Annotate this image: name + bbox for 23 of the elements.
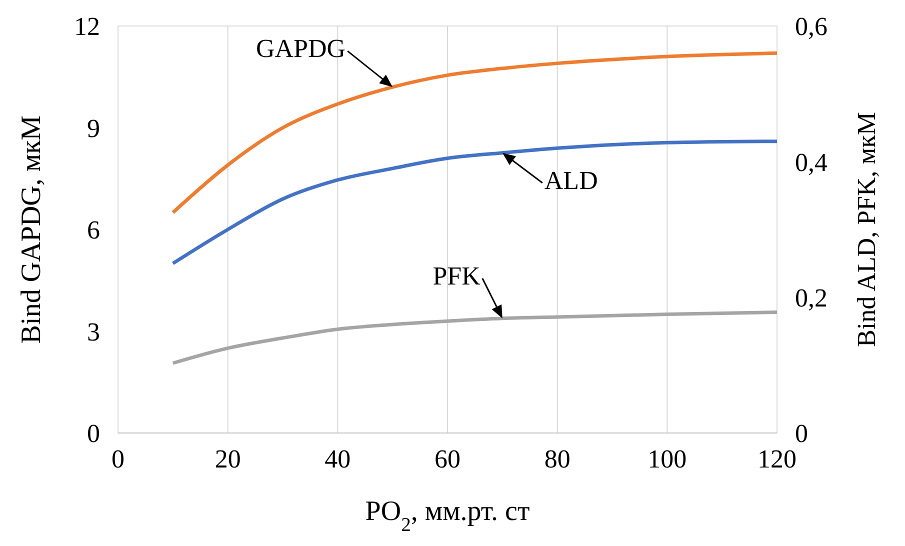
y-tick-label: 6 — [87, 216, 100, 245]
x-tick-label: 120 — [758, 444, 796, 474]
y2-axis-title: Bind ALD, PFK, мкМ — [852, 112, 881, 347]
x-axis-title: PO$_{2}$, мм.рт. ст — [365, 496, 530, 536]
y-tick-label: 9 — [87, 114, 100, 143]
y-tick-label: 12 — [74, 12, 100, 42]
line-series — [171, 140, 777, 266]
y2-tick-label: 0,6 — [795, 12, 828, 42]
y2-tick-label: 0,4 — [795, 148, 828, 177]
series-label: PFK — [432, 261, 481, 290]
y-tick-label: 3 — [87, 317, 100, 346]
x-tick-label: 40 — [324, 444, 351, 474]
x-tick-label: 20 — [214, 444, 241, 474]
x-tick-label: 100 — [648, 444, 687, 474]
y2-tick-label: 0,2 — [795, 284, 828, 313]
y-axis-title: Bind GAPDG, мкМ — [16, 115, 47, 344]
x-tick-label: 0 — [112, 444, 124, 474]
x-tick-label: 80 — [544, 444, 570, 474]
y-tick-label: 0 — [87, 419, 100, 448]
series-label: GAPDG — [256, 34, 346, 64]
x-tick-label: 60 — [434, 444, 460, 474]
series-label: ALD — [544, 166, 598, 195]
y2-tick-label: 0 — [795, 419, 808, 448]
